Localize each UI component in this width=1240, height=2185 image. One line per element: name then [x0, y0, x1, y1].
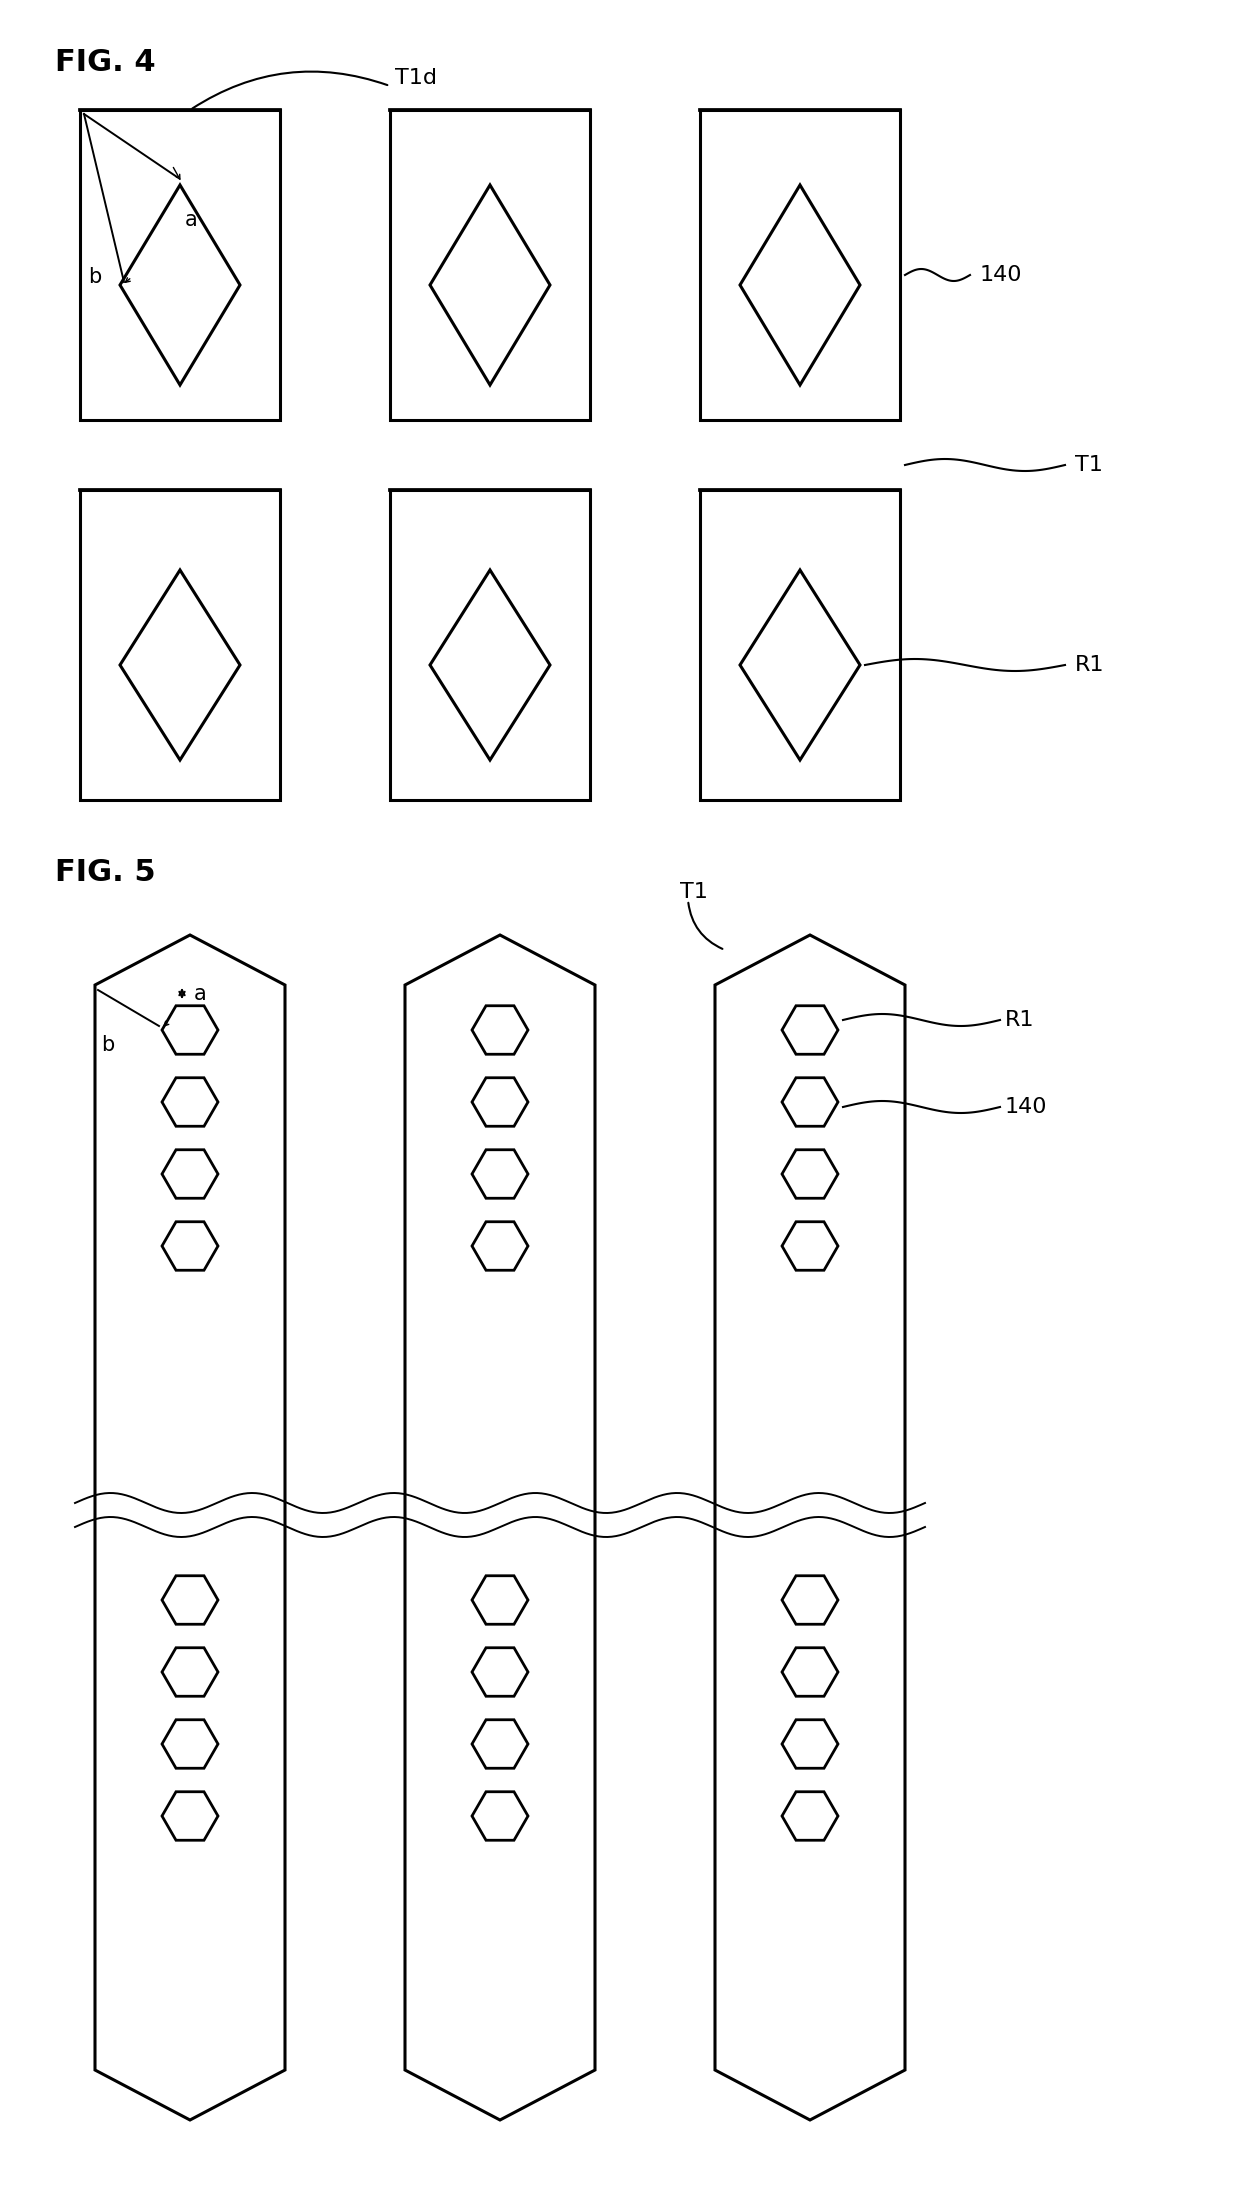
Text: T1: T1 — [1075, 454, 1102, 474]
Text: a: a — [185, 210, 197, 229]
Text: b: b — [88, 267, 102, 286]
Text: FIG. 5: FIG. 5 — [55, 859, 156, 887]
Text: FIG. 4: FIG. 4 — [55, 48, 156, 76]
Text: 140: 140 — [980, 264, 1023, 284]
Bar — [81, 489, 280, 800]
Bar — [391, 489, 590, 800]
Bar — [391, 109, 590, 420]
Text: b: b — [100, 1036, 114, 1055]
Text: a: a — [193, 983, 207, 1003]
Text: R1: R1 — [1004, 1009, 1034, 1029]
Text: R1: R1 — [1075, 656, 1105, 675]
Bar — [701, 109, 900, 420]
Bar — [81, 109, 280, 420]
Text: T1: T1 — [680, 883, 708, 902]
Text: 140: 140 — [1004, 1097, 1048, 1117]
Text: T1d: T1d — [396, 68, 436, 87]
Bar — [701, 489, 900, 800]
